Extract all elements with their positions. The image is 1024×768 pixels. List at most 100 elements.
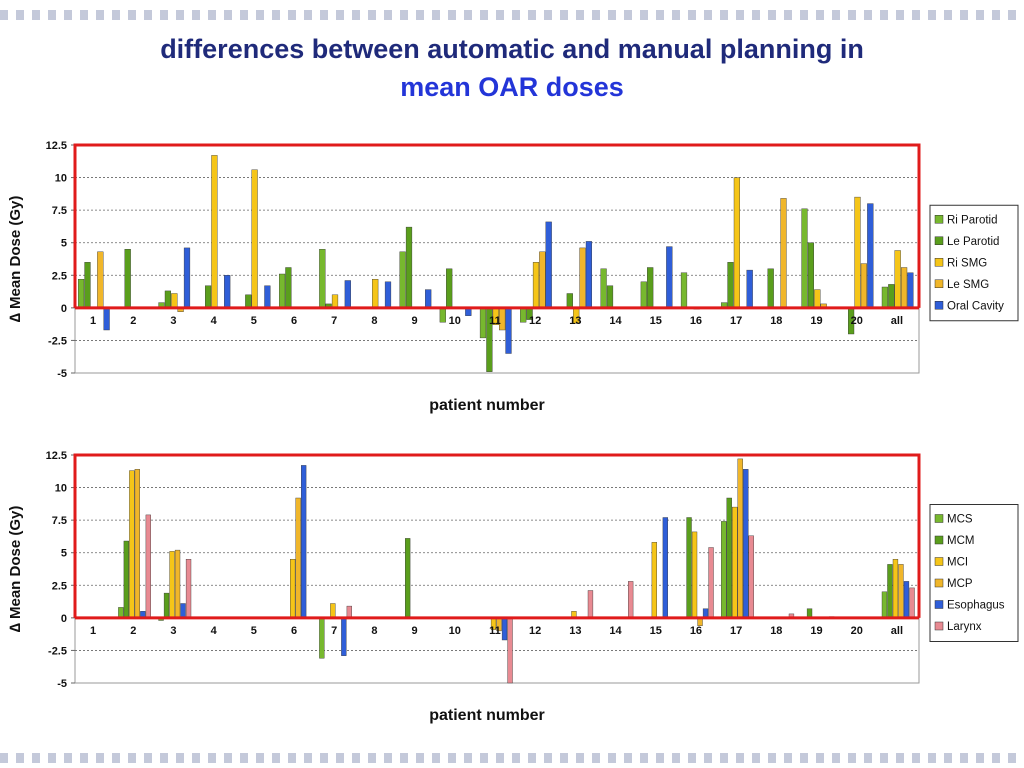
bar-ri-parotid	[801, 208, 808, 309]
x-category-label: 3	[170, 315, 176, 327]
x-category-label: 6	[291, 625, 297, 637]
y-tick-label: -2.5	[48, 645, 67, 657]
legend-swatch	[934, 578, 944, 588]
bar-le-parotid	[647, 267, 654, 309]
highlight-frame	[73, 453, 921, 618]
bar-le-parotid	[285, 267, 292, 309]
legend-entry: Esophagus	[947, 600, 1005, 612]
bar-ri-smg	[331, 294, 339, 309]
bar-esophagus	[743, 469, 749, 618]
highlight-frame	[73, 143, 921, 308]
x-category-label: 9	[412, 315, 418, 327]
x-category-label: 10	[449, 625, 461, 637]
y-axis-title: ∆ Mean Dose (Gy)	[7, 506, 24, 633]
bar-mcp	[174, 549, 181, 618]
y-tick-label: -5	[57, 678, 67, 690]
bar-ri-parotid	[680, 272, 688, 309]
x-category-label: 17	[730, 625, 742, 637]
x-axis-title: patient number	[429, 397, 545, 414]
bar-ri-smg	[171, 293, 178, 309]
bar-le-smg	[901, 267, 908, 309]
bar-esophagus	[301, 465, 307, 618]
bar-ri-parotid	[640, 281, 647, 309]
bar-mci	[129, 470, 135, 618]
legend-entry: MCP	[947, 578, 973, 590]
x-category-label: 16	[690, 315, 702, 327]
slide-title-line1: differences between automatic and manual…	[160, 34, 864, 64]
bar-le-smg	[780, 198, 787, 309]
legend-swatch	[934, 514, 944, 523]
bar-oral-cavity	[103, 307, 110, 331]
bar-esophagus	[903, 581, 910, 619]
y-tick-label: 0	[61, 613, 67, 625]
bar-ri-parotid	[439, 307, 446, 323]
y-axis-title: ∆ Mean Dose (Gy)	[7, 196, 24, 323]
x-category-label: 8	[371, 625, 377, 637]
bar-le-parotid	[84, 262, 91, 309]
legend-swatch	[934, 236, 944, 245]
bar-le-parotid	[807, 242, 815, 308]
y-tick-label: -5	[57, 368, 67, 380]
y-tick-label: 5	[61, 238, 67, 250]
x-category-label: 20	[851, 625, 863, 637]
bar-ri-smg	[532, 262, 540, 309]
bar-mcs	[721, 521, 727, 619]
legend-swatch	[934, 535, 944, 545]
x-category-label: 1	[90, 315, 96, 327]
bar-mcs	[881, 591, 888, 619]
bar-le-parotid	[727, 262, 734, 309]
bar-ri-smg	[894, 250, 901, 308]
legend-swatch	[934, 621, 944, 631]
bar-ri-parotid	[520, 307, 527, 323]
x-category-label: 7	[331, 315, 337, 327]
bar-mcm	[123, 540, 130, 619]
x-category-label: 15	[650, 625, 662, 637]
bar-mci	[651, 542, 658, 619]
legend-swatch	[934, 557, 944, 566]
y-tick-label: 5	[61, 548, 67, 560]
bar-oral-cavity	[384, 281, 392, 309]
x-category-label: 1	[90, 625, 96, 637]
bar-oral-cavity	[264, 285, 271, 308]
bar-oral-cavity	[425, 289, 432, 309]
y-tick-label: 2.5	[52, 270, 67, 282]
bar-larynx	[587, 590, 594, 619]
bar-mci	[732, 506, 738, 618]
bar-larynx	[185, 558, 192, 618]
x-category-label: all	[891, 625, 903, 637]
x-category-label: 8	[371, 315, 377, 327]
legend-entry: Oral Cavity	[947, 300, 1004, 312]
x-category-label: 18	[770, 315, 782, 327]
legend-entry: Le Parotid	[947, 236, 999, 248]
bar-le-parotid	[405, 226, 413, 309]
x-category-label: 14	[609, 625, 622, 637]
legend-swatch	[934, 215, 944, 224]
bar-mcm	[163, 592, 170, 619]
x-axis-title: patient number	[429, 707, 545, 724]
bar-le-parotid	[767, 268, 774, 309]
bar-mcp	[295, 497, 301, 619]
legend	[929, 504, 1019, 642]
y-tick-label: 7.5	[52, 515, 67, 527]
legend	[929, 204, 1019, 322]
x-category-label: 17	[730, 315, 742, 327]
x-category-label: 3	[170, 625, 176, 637]
y-tick-label: 12.5	[46, 140, 67, 152]
bar-le-parotid	[566, 293, 573, 309]
bar-oral-cavity	[505, 307, 512, 354]
x-category-label: 11	[489, 625, 501, 637]
bar-le-parotid	[164, 290, 172, 308]
bar-oral-cavity	[183, 247, 191, 309]
bar-ri-smg	[251, 169, 258, 309]
bar-esophagus	[501, 617, 508, 641]
y-tick-label: -2.5	[48, 335, 67, 347]
bar-le-parotid	[204, 285, 212, 308]
bar-oral-cavity	[867, 203, 874, 308]
top-dotted-border	[0, 10, 1024, 20]
legend-swatch	[934, 258, 944, 267]
bar-oral-cavity	[545, 221, 552, 309]
x-category-label: 13	[569, 315, 581, 327]
bar-larynx	[628, 581, 634, 619]
